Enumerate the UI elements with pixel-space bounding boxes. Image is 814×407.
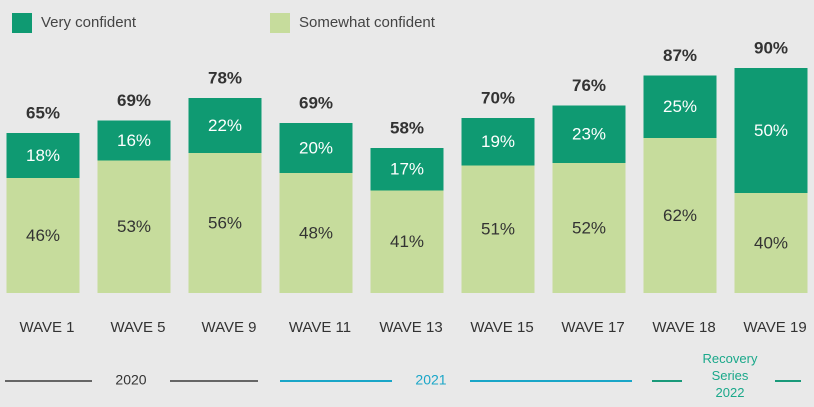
data-label: 16% (117, 131, 151, 150)
bar-segment (643, 75, 717, 138)
total-label: 65% (26, 103, 60, 122)
period-label: 2020 (115, 372, 146, 388)
data-label: 56% (208, 213, 242, 232)
total-label: 70% (481, 88, 515, 107)
data-label: 41% (390, 232, 424, 251)
total-label: 58% (390, 118, 424, 137)
data-label: 20% (299, 138, 333, 157)
data-label: 17% (390, 160, 424, 179)
bar-segment (370, 190, 444, 293)
x-tick-label: WAVE 11 (289, 319, 351, 336)
data-label: 48% (299, 223, 333, 242)
bar-segment (97, 120, 171, 161)
bar-segment (734, 193, 808, 293)
bar-segment (279, 173, 353, 293)
x-tick-label: WAVE 9 (201, 319, 256, 336)
total-label: 78% (208, 68, 242, 87)
x-tick-label: WAVE 5 (110, 319, 165, 336)
total-label: 87% (663, 46, 697, 65)
data-label: 51% (481, 220, 515, 239)
x-tick-label: WAVE 17 (561, 319, 624, 336)
data-label: 22% (208, 116, 242, 135)
data-label: 18% (26, 146, 60, 165)
bar-segment (461, 118, 535, 166)
legend-label: Somewhat confident (299, 14, 436, 31)
bar-segment (552, 163, 626, 293)
x-tick-label: WAVE 13 (379, 319, 442, 336)
x-tick-label: WAVE 15 (470, 319, 533, 336)
bar-segment (188, 98, 262, 153)
total-label: 69% (299, 93, 333, 112)
data-label: 62% (663, 206, 697, 225)
data-label: 52% (572, 218, 606, 237)
period-label: 2021 (415, 372, 446, 388)
total-label: 69% (117, 91, 151, 110)
bar-segment (6, 178, 80, 293)
total-label: 76% (572, 76, 606, 95)
data-label: 50% (754, 121, 788, 140)
total-label: 90% (754, 38, 788, 57)
period-label: Recovery Series 2022 (702, 351, 758, 400)
bar-segment (461, 165, 535, 293)
legend-swatch (12, 13, 32, 33)
bar-segment (6, 133, 80, 178)
bar-segment (643, 138, 717, 293)
bar-segment (279, 123, 353, 173)
data-label: 25% (663, 97, 697, 116)
legend-swatch (270, 13, 290, 33)
data-label: 40% (754, 233, 788, 252)
bar-segment (370, 148, 444, 191)
x-tick-label: WAVE 19 (743, 319, 806, 336)
legend-label: Very confident (41, 14, 137, 31)
data-label: 46% (26, 226, 60, 245)
bar-segment (552, 105, 626, 163)
bar-segment (188, 153, 262, 293)
data-label: 19% (481, 132, 515, 151)
x-tick-label: WAVE 18 (652, 319, 715, 336)
bar-segment (97, 160, 171, 293)
x-tick-label: WAVE 1 (19, 319, 74, 336)
data-label: 53% (117, 217, 151, 236)
bar-segment (734, 68, 808, 193)
data-label: 23% (572, 125, 606, 144)
